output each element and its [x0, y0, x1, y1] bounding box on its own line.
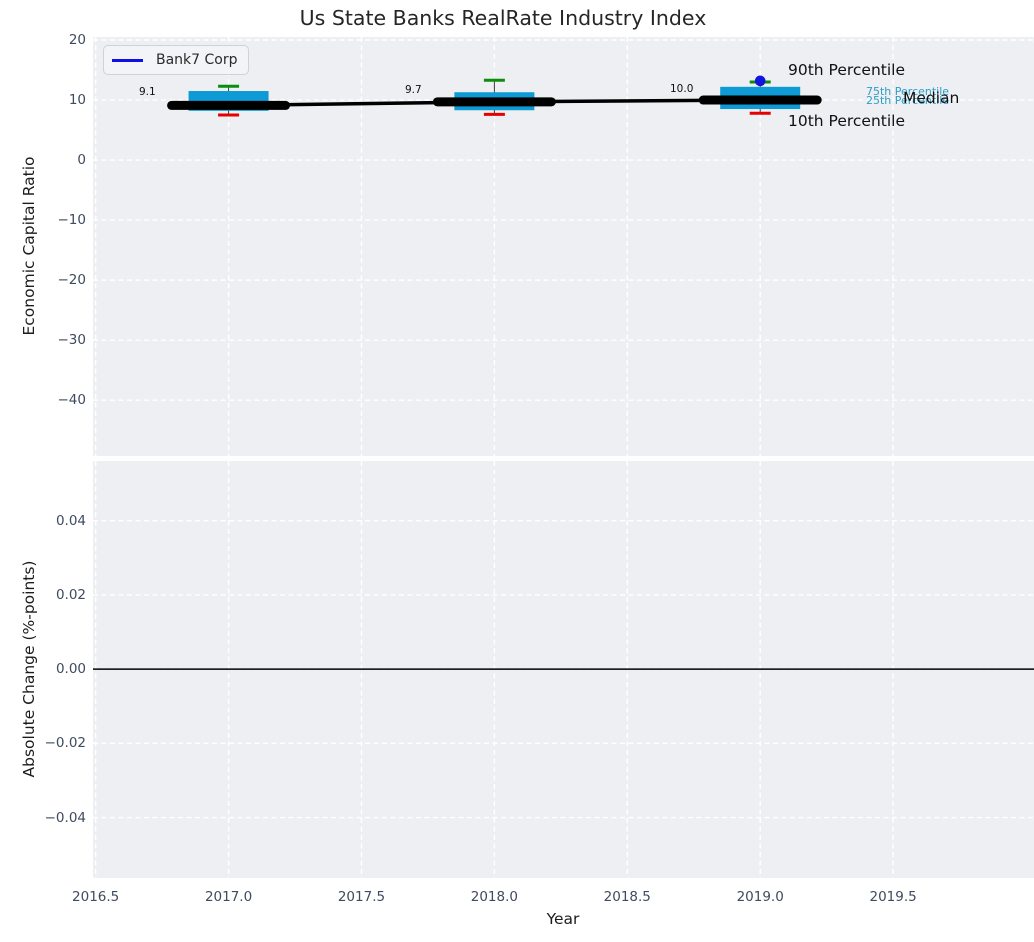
chart-title: Us State Banks RealRate Industry Index	[299, 6, 707, 30]
x-tick-label: 2018.5	[603, 889, 651, 905]
top-axes	[93, 37, 1034, 456]
annotation-10th-percentile: 10th Percentile	[788, 112, 906, 130]
x-tick-label: 2017.0	[204, 889, 253, 905]
boxplot-chart-svg	[93, 37, 1034, 456]
top-y-axis-label: Economic Capital Ratio	[20, 156, 38, 336]
bottom-axes	[93, 461, 1034, 878]
top-y-tick-label: −10	[57, 212, 87, 229]
top-y-tick-label: −20	[57, 272, 87, 289]
bottom-y-tick-label: 0.02	[55, 586, 86, 603]
top-y-tick-label: 10	[68, 92, 86, 109]
legend-label: Bank7 Corp	[156, 52, 238, 68]
legend-line-sample	[112, 58, 143, 62]
annotation-75th-percentile: 75th Percentile	[866, 85, 950, 98]
annotation-25th-percentile: 25th Percentile	[866, 94, 950, 107]
bottom-y-tick-label: −0.02	[44, 735, 86, 752]
bottom-y-tick-label: −0.04	[44, 809, 86, 826]
top-y-tick-label: 0	[77, 152, 86, 169]
median-value-label-2019: 10.0	[670, 83, 694, 95]
bottom-y-tick-label: 0.00	[55, 661, 86, 678]
median-value-label-2018: 9.7	[405, 84, 422, 96]
legend: Bank7 Corp	[103, 45, 249, 75]
median-value-label-2017: 9.1	[139, 86, 156, 98]
x-tick-label: 2019.0	[736, 889, 784, 905]
annotation-90th-percentile: 90th Percentile	[788, 61, 906, 79]
bottom-y-tick-label: 0.04	[55, 512, 86, 529]
top-y-tick-label: 20	[68, 32, 86, 48]
annotation-median: Median	[903, 89, 960, 107]
x-tick-label: 2017.5	[337, 889, 386, 905]
x-tick-label: 2016.5	[72, 889, 120, 905]
absolute-change-chart-svg	[93, 461, 1034, 878]
top-y-tick-label: −30	[57, 332, 87, 349]
x-tick-label: 2018.0	[470, 889, 518, 905]
x-tick-label: 2019.5	[869, 889, 917, 905]
top-y-tick-label: −40	[57, 392, 87, 409]
bank7-marker	[754, 75, 766, 87]
x-axis-label: Year	[546, 910, 580, 928]
